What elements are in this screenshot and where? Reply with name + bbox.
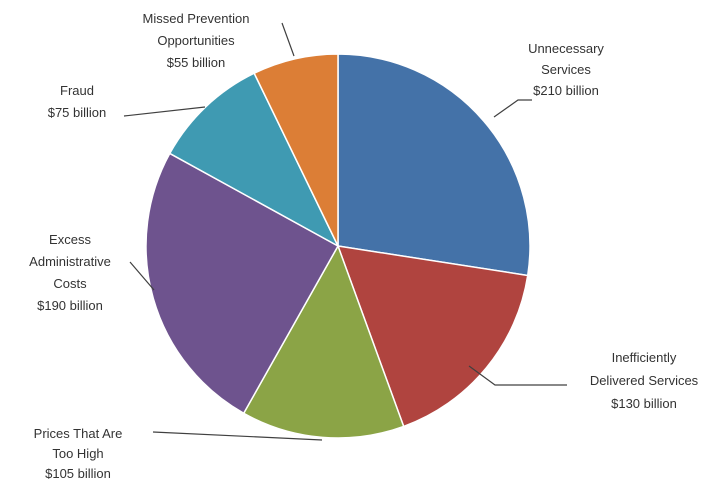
- leader-line-fraud: [123, 106, 206, 117]
- label-line: Fraud: [60, 83, 94, 98]
- slice-prices-too-high: [242, 244, 405, 439]
- slice-inefficiently-delivered-services: [336, 245, 529, 428]
- slice-missed-prevention-opportunities: [253, 53, 339, 247]
- slice-unnecessary-services: [337, 53, 531, 277]
- leader-line-inefficiently-delivered-services: [468, 365, 567, 386]
- leader-line-excess-administrative-costs: [129, 261, 155, 291]
- label-unnecessary-services: Unnecessary Services $210 billion: [528, 41, 604, 98]
- label-inefficiently-delivered-services: Inefficiently Delivered Services $130 bill…: [590, 350, 699, 411]
- label-line: Administrative: [29, 254, 111, 269]
- leader-line-prices-too-high: [152, 431, 323, 441]
- label-line: Opportunities: [157, 33, 235, 48]
- leader-line-unnecessary-services: [493, 99, 532, 118]
- label-excess-administrative-costs: Excess Administrative Costs $190 billion: [29, 232, 111, 313]
- label-missed-prevention-opportunities: Missed Prevention Opportunities $55 billio…: [143, 11, 250, 70]
- label-line: $75 billion: [48, 105, 107, 120]
- leader-line-missed-prevention-opportunities: [281, 22, 295, 57]
- label-line: $210 billion: [533, 83, 599, 98]
- label-line: Unnecessary: [528, 41, 604, 56]
- label-line: Excess: [49, 232, 91, 247]
- slice-fraud: [168, 72, 340, 248]
- label-line: $190 billion: [37, 298, 103, 313]
- label-prices-too-high: Prices That Are Too High $105 billion: [34, 426, 123, 481]
- slice-labels: Unnecessary Services $210 billion Inefficie…: [29, 11, 699, 481]
- label-line: Prices That Are: [34, 426, 123, 441]
- label-line: Costs: [53, 276, 87, 291]
- label-line: Missed Prevention: [143, 11, 250, 26]
- label-line: $105 billion: [45, 466, 111, 481]
- label-line: Too High: [52, 446, 103, 461]
- label-fraud: Fraud $75 billion: [48, 83, 107, 120]
- label-line: Services: [541, 62, 591, 77]
- label-line: Delivered Services: [590, 373, 699, 388]
- leader-lines: [123, 22, 567, 441]
- pie-slices: [145, 53, 531, 439]
- label-line: Inefficiently: [612, 350, 677, 365]
- label-line: $55 billion: [167, 55, 226, 70]
- slice-excess-administrative-costs: [145, 152, 340, 415]
- label-line: $130 billion: [611, 396, 677, 411]
